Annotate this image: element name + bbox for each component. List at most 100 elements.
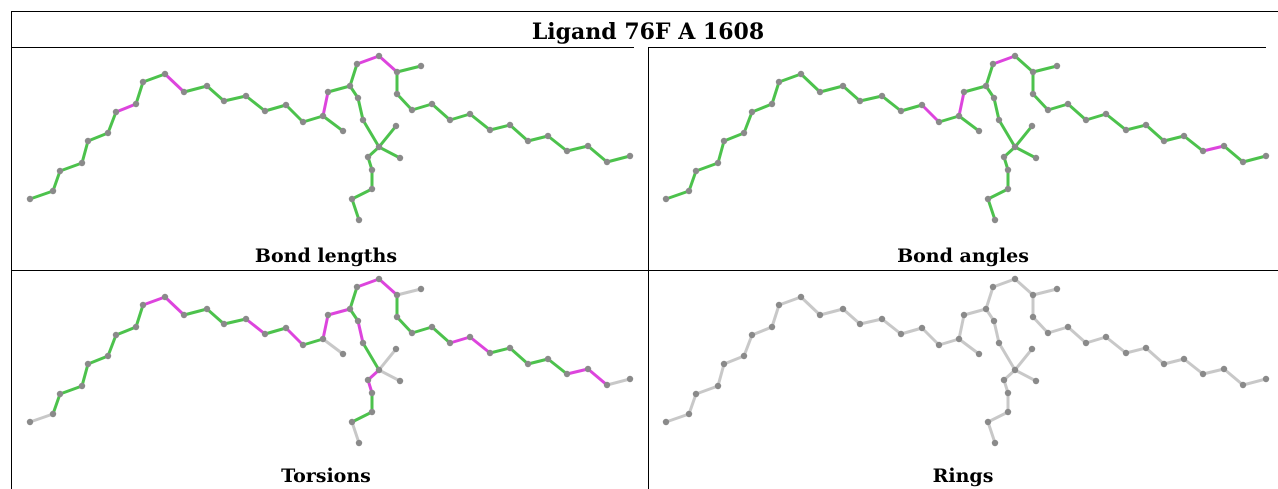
bond xyxy=(694,384,720,396)
atom xyxy=(375,366,383,374)
atom xyxy=(104,352,112,360)
atom xyxy=(1029,68,1037,76)
atom xyxy=(1220,365,1228,373)
bond xyxy=(1104,112,1128,132)
bond xyxy=(28,189,55,201)
atom xyxy=(56,390,64,398)
atom xyxy=(935,341,943,349)
caption-bond-lengths: Bond lengths xyxy=(255,245,397,267)
atom xyxy=(1262,375,1270,383)
atom xyxy=(26,195,34,203)
atom xyxy=(282,101,290,109)
bond xyxy=(263,103,288,113)
atom xyxy=(368,166,376,174)
bond xyxy=(716,362,726,388)
atom xyxy=(626,152,634,160)
bond xyxy=(301,337,325,347)
atom xyxy=(180,88,188,96)
bond xyxy=(799,72,822,94)
atom xyxy=(139,301,147,309)
bond xyxy=(377,54,399,74)
bond xyxy=(430,325,452,345)
atom xyxy=(584,142,592,150)
bond xyxy=(321,337,345,356)
bond xyxy=(770,303,781,329)
bond xyxy=(1013,368,1038,383)
figure-title: Ligand 76F A 1608 xyxy=(532,19,764,45)
bond xyxy=(182,307,209,317)
bond xyxy=(114,325,138,337)
atom xyxy=(368,185,376,193)
bond xyxy=(899,326,924,336)
atom xyxy=(563,370,571,378)
panel-bond-angles xyxy=(662,52,1270,224)
atom xyxy=(1004,389,1012,397)
bond xyxy=(430,102,452,122)
bond xyxy=(350,410,374,424)
atom xyxy=(1160,137,1168,145)
atom xyxy=(408,106,416,114)
bond xyxy=(80,139,90,165)
bond xyxy=(1046,325,1070,335)
bond xyxy=(508,123,530,143)
atom xyxy=(132,323,140,331)
atom xyxy=(161,293,169,301)
bond xyxy=(1084,112,1108,122)
atom xyxy=(990,317,998,325)
atom xyxy=(1044,106,1052,114)
atom xyxy=(1011,366,1019,374)
atom xyxy=(960,88,968,96)
bond xyxy=(991,277,1017,289)
atom xyxy=(299,341,307,349)
atom xyxy=(1053,285,1061,293)
atom xyxy=(428,100,436,108)
atom xyxy=(524,360,532,368)
bond xyxy=(687,392,698,416)
bond xyxy=(410,325,434,335)
atom xyxy=(918,101,926,109)
atom xyxy=(1239,381,1247,389)
atom xyxy=(104,129,112,137)
atom xyxy=(339,127,347,135)
atom xyxy=(839,305,847,313)
bond xyxy=(605,154,632,164)
bond xyxy=(1031,92,1050,112)
atom xyxy=(544,355,552,363)
atom xyxy=(180,311,188,319)
bond xyxy=(777,72,803,84)
bond xyxy=(468,112,492,132)
bond xyxy=(321,114,345,133)
bond xyxy=(1031,64,1059,74)
atom xyxy=(982,82,990,90)
bond xyxy=(1013,347,1034,372)
bond xyxy=(361,118,381,149)
bond xyxy=(355,277,381,289)
atom xyxy=(768,323,776,331)
atom xyxy=(768,100,776,108)
bond xyxy=(899,103,924,113)
atom xyxy=(26,418,34,426)
bond xyxy=(1201,144,1226,153)
atom xyxy=(897,330,905,338)
bond xyxy=(957,337,981,356)
bond xyxy=(182,84,209,94)
atom xyxy=(339,350,347,358)
atom xyxy=(982,305,990,313)
bond xyxy=(750,102,774,114)
bond xyxy=(777,295,803,307)
atom xyxy=(364,376,372,384)
atom xyxy=(49,187,57,195)
atom xyxy=(353,283,361,291)
bond xyxy=(687,169,698,193)
bond xyxy=(1162,357,1186,366)
atom xyxy=(355,439,363,447)
atom xyxy=(1122,126,1130,134)
atom xyxy=(1199,370,1207,378)
atom xyxy=(1102,110,1110,118)
bond xyxy=(86,131,110,143)
atom xyxy=(282,324,290,332)
bond xyxy=(1144,123,1166,143)
atom xyxy=(319,335,327,343)
atom xyxy=(856,97,864,105)
atom xyxy=(466,333,474,341)
